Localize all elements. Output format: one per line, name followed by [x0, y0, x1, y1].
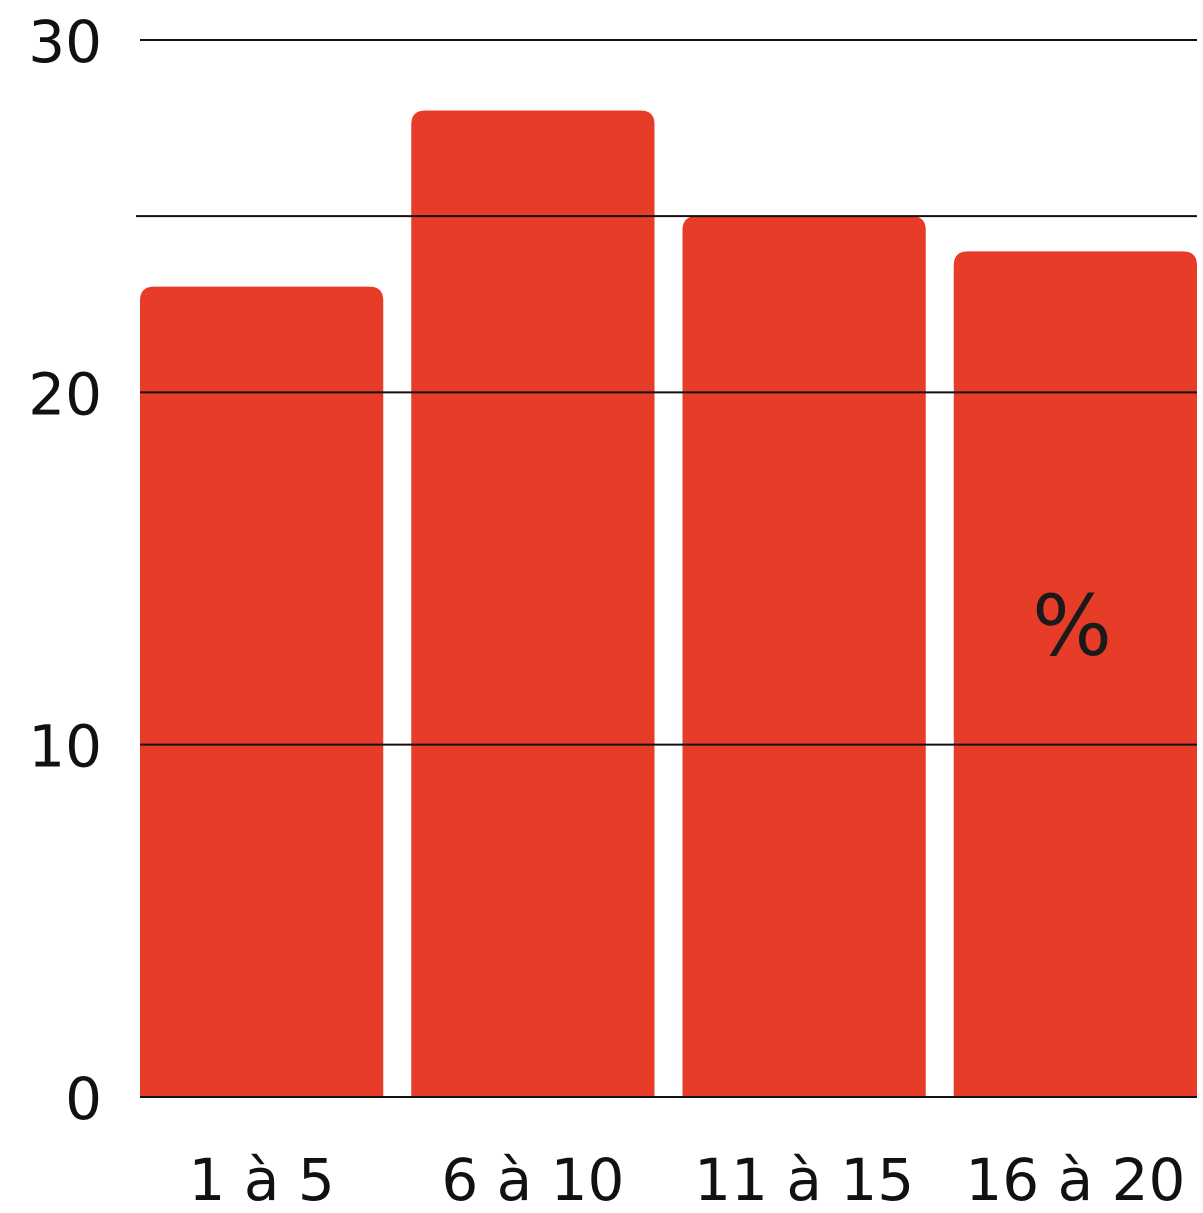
gridlines: [136, 39, 1197, 1098]
y-tick-label: 10: [28, 713, 102, 781]
y-tick-label: 30: [28, 8, 102, 76]
bar-4: [953, 251, 1197, 1097]
bars: [140, 110, 1197, 1098]
bar-1: [140, 286, 384, 1098]
unit-label: %: [1032, 577, 1112, 675]
x-tick-label: 6 à 10: [441, 1146, 624, 1213]
x-tick-label: 16 à 20: [965, 1146, 1185, 1213]
x-axis-ticks: 1 à 5 6 à 10 11 à 15 16 à 20: [189, 1146, 1186, 1213]
y-tick-label: 0: [65, 1065, 102, 1133]
y-tick-label: 20: [28, 360, 102, 428]
bar-3: [682, 216, 926, 1097]
y-axis-ticks: 0 10 20 30: [28, 8, 102, 1133]
x-tick-label: 11 à 15: [694, 1146, 914, 1213]
x-tick-label: 1 à 5: [189, 1146, 335, 1213]
bar-2: [411, 110, 655, 1097]
